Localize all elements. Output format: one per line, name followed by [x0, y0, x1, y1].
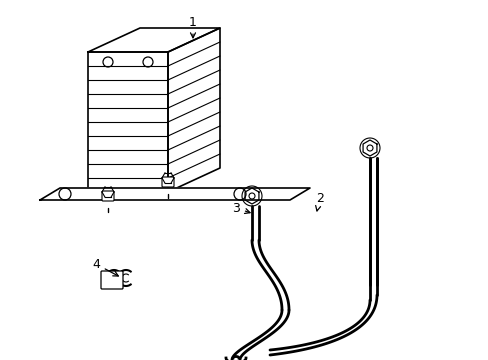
- Text: 2: 2: [315, 192, 323, 211]
- Text: 1: 1: [189, 15, 197, 38]
- FancyBboxPatch shape: [102, 191, 114, 201]
- Text: 4: 4: [92, 257, 118, 276]
- FancyBboxPatch shape: [101, 271, 123, 289]
- Text: 3: 3: [232, 202, 249, 215]
- Polygon shape: [40, 188, 309, 200]
- FancyBboxPatch shape: [162, 177, 174, 187]
